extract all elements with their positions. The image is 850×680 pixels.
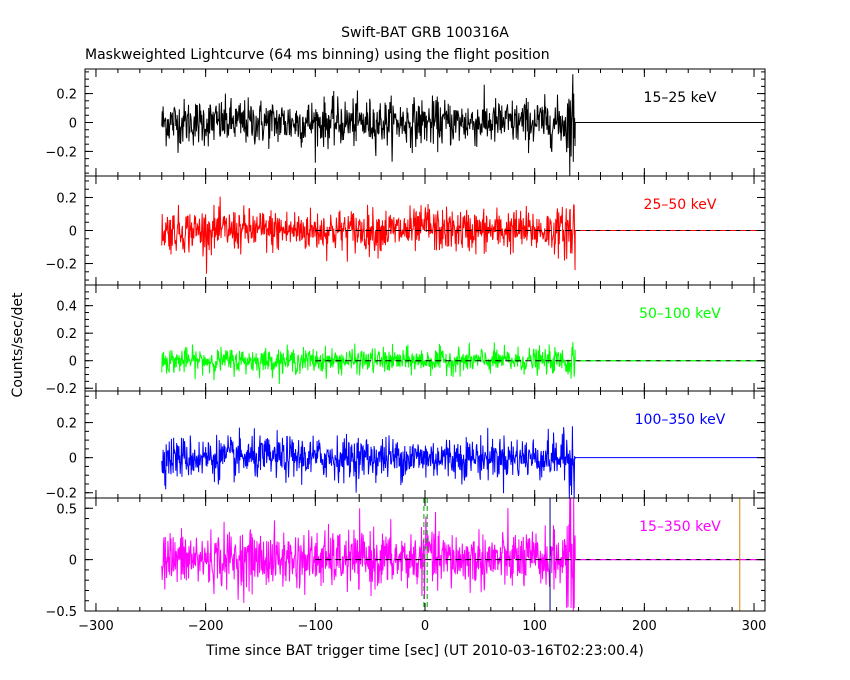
x-tick-label: 300 [742,619,767,634]
panel-frame [84,284,766,392]
energy-band-label: 50–100 keV [639,306,721,322]
x-tick-label: 200 [632,619,657,634]
x-axis-label: Time since BAT trigger time [sec] (UT 20… [205,643,644,659]
y-tick-label: −0.2 [45,382,77,397]
panel-2: −0.2 0 0.2 25–50 keV [45,175,766,286]
x-tick-label: −300 [78,619,114,634]
y-tick-label: 0.4 [56,300,77,315]
y-tick-label: 0.2 [56,88,77,103]
y-tick-label: −0.5 [45,605,77,620]
lightcurve-series [161,74,765,176]
x-tick-label: −200 [188,619,224,634]
panel-frame [84,390,766,499]
x-tick-label: 100 [522,619,547,634]
panels-group: −0.2 0 0.2 15–25 keV −0.2 0 0.2 25–50 keV −0.2 0 0… [45,68,767,634]
lightcurve-series [161,498,765,611]
energy-band-label: 15–350 keV [639,519,721,535]
y-tick-label: 0.2 [56,191,77,206]
x-tick-label: −100 [297,619,333,634]
energy-band-label: 25–50 keV [644,197,717,213]
energy-band-label: 100–350 keV [635,412,726,428]
y-tick-label: 0 [69,452,77,467]
lightcurve-series [161,426,765,498]
y-tick-label: −0.2 [45,258,77,273]
panel-5: −0.5 0 0.5 15–350 keV −300 −200 −100 0 100 200 300 [45,497,767,634]
y-tick-label: 0 [69,355,77,370]
y-tick-label: −0.2 [45,487,77,502]
lightcurve-series [161,342,765,385]
panel-3: −0.2 0 0.2 0.4 50–100 keV [45,284,766,397]
energy-band-label: 15–25 keV [644,90,717,106]
chart-title: Swift-BAT GRB 100316A [341,25,509,41]
lightcurve-series [161,196,765,274]
y-tick-label: 0 [69,225,77,240]
y-tick-label: −0.2 [45,145,77,160]
y-tick-label: 0 [69,554,77,569]
y-tick-label: 0.2 [56,417,77,432]
y-tick-label: 0.5 [56,502,77,517]
panel-1: −0.2 0 0.2 15–25 keV [45,68,766,177]
y-axis-label: Counts/sec/det [10,292,26,397]
y-tick-label: 0.2 [56,327,77,342]
x-tick-label: 0 [421,619,429,634]
panel-4: −0.2 0 0.2 100–350 keV [45,390,766,502]
y-tick-label: 0 [69,117,77,132]
chart-subtitle: Maskweighted Lightcurve (64 ms binning) … [85,47,550,63]
